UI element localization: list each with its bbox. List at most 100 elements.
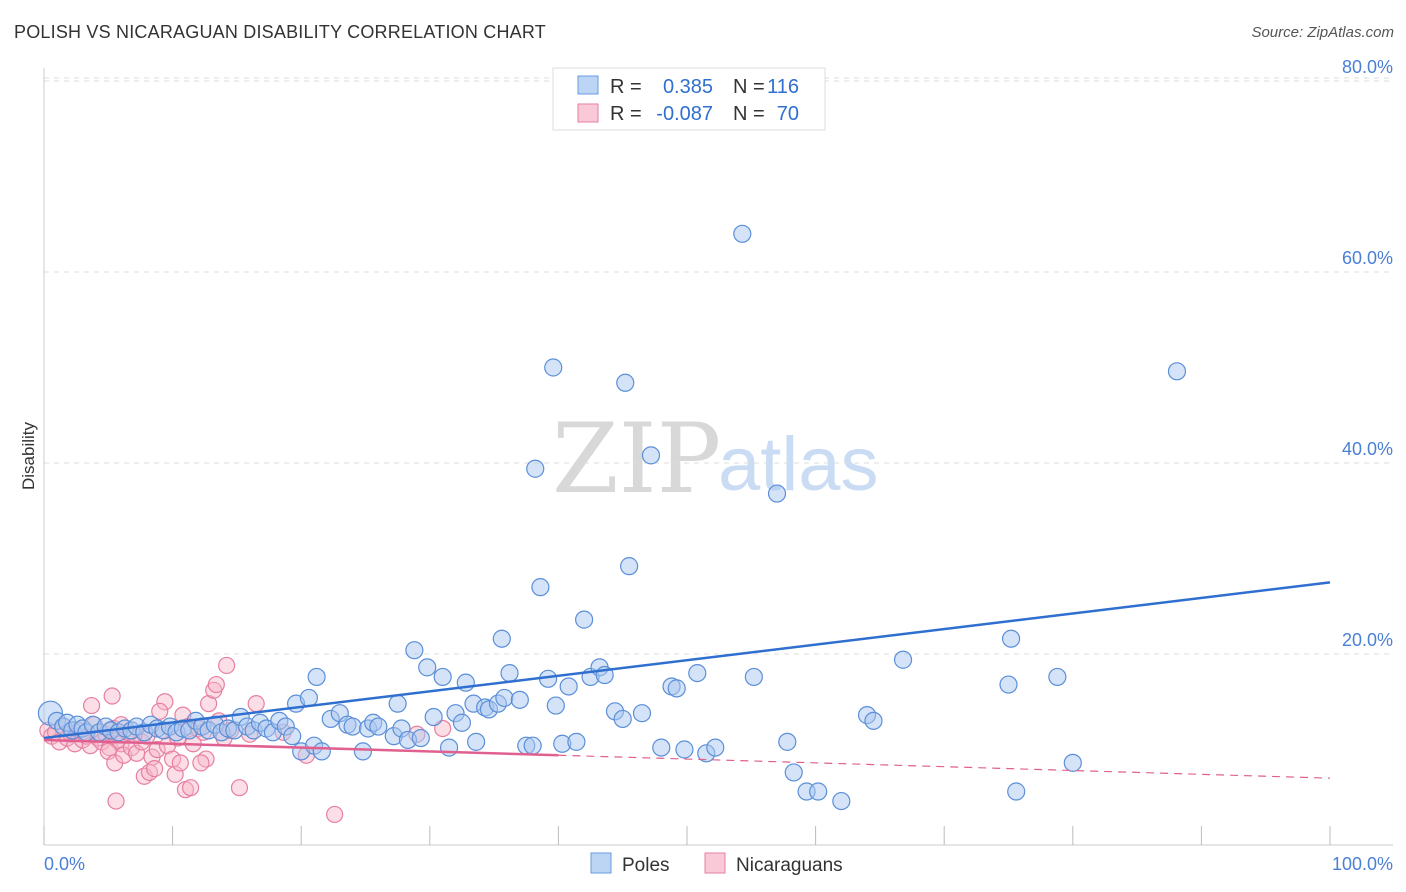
y-axis-title: Disability xyxy=(19,421,38,490)
gridlines xyxy=(44,77,1393,655)
poles-point-62 xyxy=(433,667,452,687)
poles-point-103 xyxy=(733,224,752,243)
nic-r-value: -0.087 xyxy=(656,103,713,125)
poles-point-95 xyxy=(641,446,661,465)
poles-point-77 xyxy=(523,736,542,755)
poles-point-114 xyxy=(1001,629,1021,648)
poles-point-110 xyxy=(832,791,851,811)
nicaraguans-point-51 xyxy=(171,754,189,772)
source-credit: Source: ZipAtlas.com xyxy=(1251,24,1394,41)
poles-point-49 xyxy=(343,717,362,736)
poles-point-85 xyxy=(567,732,586,751)
nicaraguans-point-60 xyxy=(247,695,265,713)
poles-point-84 xyxy=(559,677,578,696)
nicaraguans-legend-label: Nicaraguans xyxy=(736,855,843,876)
poles-point-45 xyxy=(312,742,331,761)
nic-n-label: N = xyxy=(733,103,765,125)
watermark-zip: ZIP xyxy=(552,403,721,515)
x-tick-label-100: 100.0% xyxy=(1332,854,1393,874)
poles-point-100 xyxy=(688,663,707,683)
poles-points xyxy=(37,224,1187,811)
y-tick-label-40: 40.0% xyxy=(1342,439,1393,459)
poles-point-115 xyxy=(999,675,1018,694)
poles-point-79 xyxy=(526,459,545,478)
nicaraguans-point-49 xyxy=(156,693,174,711)
poles-point-109 xyxy=(809,782,828,801)
poles-point-113 xyxy=(893,650,913,669)
nicaraguans-point-53 xyxy=(182,779,200,797)
poles-r-label: R = xyxy=(610,76,642,98)
watermark-atlas: atlas xyxy=(718,422,879,507)
poles-point-112 xyxy=(864,711,883,730)
y-tick-labels: 20.0% 40.0% 60.0% 80.0% xyxy=(1342,57,1393,650)
poles-point-93 xyxy=(620,557,639,576)
poles-point-43 xyxy=(299,688,319,708)
nicaraguans-point-55 xyxy=(192,754,210,772)
nicaraguans-point-62 xyxy=(326,805,344,824)
poles-point-117 xyxy=(1048,667,1067,687)
poles-point-91 xyxy=(616,373,635,392)
poles-point-119 xyxy=(1167,362,1187,381)
poles-point-106 xyxy=(778,732,797,751)
nicaraguans-point-48 xyxy=(145,759,164,778)
poles-point-92 xyxy=(613,709,632,729)
poles-point-61 xyxy=(424,707,443,727)
bottom-legend: Poles Nicaraguans xyxy=(590,852,843,876)
nicaraguans-swatch xyxy=(577,103,599,123)
chart-title: POLISH VS NICARAGUAN DISABILITY CORRELAT… xyxy=(14,22,546,42)
poles-point-60 xyxy=(418,658,437,677)
nic-n-value: 70 xyxy=(777,103,799,125)
nicaraguans-point-30 xyxy=(148,740,166,759)
poles-point-81 xyxy=(544,358,563,377)
y-tick-label-20: 20.0% xyxy=(1342,630,1393,650)
poles-point-72 xyxy=(495,688,514,708)
poles-point-39 xyxy=(283,727,302,746)
stats-legend: R = 0.385 N = 116 R = -0.087 N = 70 xyxy=(552,67,826,131)
poles-point-44 xyxy=(307,667,326,687)
poles-point-118 xyxy=(1063,753,1082,772)
poles-n-label: N = xyxy=(733,76,765,98)
poles-legend-label: Poles xyxy=(622,855,670,876)
nicaraguans-point-45 xyxy=(103,687,121,705)
nicaraguans-point-20 xyxy=(82,696,101,715)
poles-r-value: 0.385 xyxy=(663,76,713,98)
poles-point-86 xyxy=(575,610,594,629)
poles-point-102 xyxy=(706,738,725,757)
poles-point-78 xyxy=(531,578,550,597)
nicaraguans-point-57 xyxy=(218,656,236,675)
poles-point-50 xyxy=(353,742,373,761)
poles-point-56 xyxy=(388,694,407,713)
nic-r-label: R = xyxy=(610,103,642,125)
poles-point-96 xyxy=(652,738,671,757)
poles-point-82 xyxy=(546,696,565,715)
poles-point-107 xyxy=(784,763,803,782)
poles-point-105 xyxy=(767,484,787,503)
x-axis-ticks xyxy=(43,826,1331,845)
poles-point-75 xyxy=(510,690,529,709)
poles-point-68 xyxy=(466,732,486,751)
poles-swatch xyxy=(577,75,599,95)
poles-point-116 xyxy=(1007,782,1026,801)
y-tick-label-60: 60.0% xyxy=(1342,248,1393,268)
nicaraguans-point-68 xyxy=(151,702,169,720)
nicaraguans-trend-line xyxy=(43,738,559,757)
poles-n-value: 116 xyxy=(767,76,799,98)
poles-point-53 xyxy=(369,717,388,736)
trend-lines xyxy=(43,581,1331,779)
poles-point-74 xyxy=(500,663,519,683)
nicaraguans-trend-extension xyxy=(558,754,1331,779)
nicaraguans-point-56 xyxy=(207,675,225,694)
poles-point-58 xyxy=(405,641,424,660)
poles-point-63 xyxy=(439,738,459,757)
poles-point-59 xyxy=(411,728,430,748)
nicaraguans-point-58 xyxy=(230,779,249,797)
poles-point-99 xyxy=(675,740,694,759)
poles-point-73 xyxy=(492,629,511,648)
y-tick-label-80: 80.0% xyxy=(1342,57,1393,77)
poles-point-104 xyxy=(744,667,763,687)
poles-legend-swatch xyxy=(590,852,612,874)
poles-point-98 xyxy=(667,679,686,698)
nicaraguans-point-65 xyxy=(107,792,125,810)
nicaraguans-legend-swatch xyxy=(704,852,726,874)
